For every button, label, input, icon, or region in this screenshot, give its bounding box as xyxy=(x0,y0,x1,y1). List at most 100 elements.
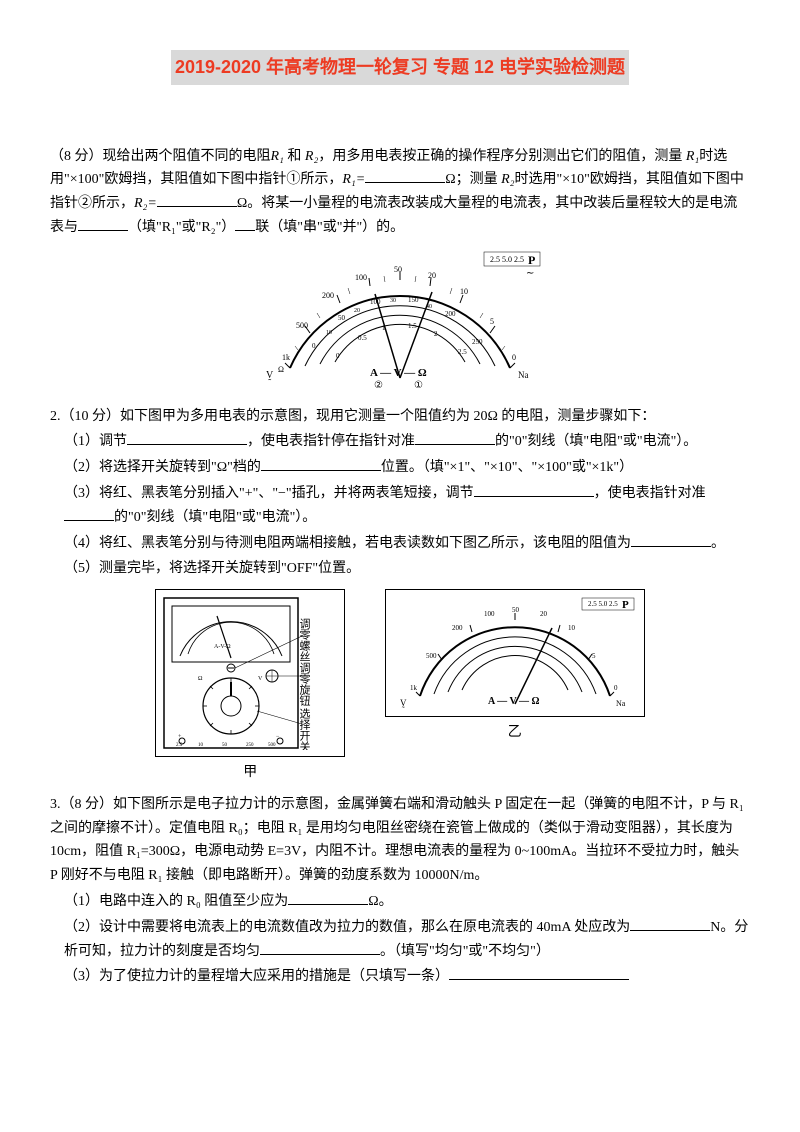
svg-text:Na: Na xyxy=(518,370,529,380)
svg-text:500: 500 xyxy=(296,321,308,330)
var-r2: R₂ xyxy=(501,172,514,187)
text: （1）电路中连入的 R₀ 阻值至少应为 xyxy=(64,894,288,909)
svg-text:10: 10 xyxy=(460,287,468,296)
blank-input[interactable] xyxy=(449,966,629,980)
svg-text:100: 100 xyxy=(355,273,367,282)
text: 和 xyxy=(284,149,305,164)
page-title: 2019-2020 年高考物理一轮复习 专题 12 电学实验检测题 xyxy=(171,50,629,85)
text: 的"0"刻线（填"电阻"或"电流"）。 xyxy=(114,510,316,525)
svg-text:100: 100 xyxy=(370,298,381,306)
blank-input[interactable] xyxy=(235,217,255,231)
blank-input[interactable] xyxy=(260,941,380,955)
svg-text:100: 100 xyxy=(484,610,495,618)
text: Ω。 xyxy=(368,894,392,909)
svg-text:V̰: V̰ xyxy=(400,698,407,708)
svg-text:0: 0 xyxy=(512,353,516,362)
svg-text:500: 500 xyxy=(426,652,437,660)
var-r2-eq: R₂= xyxy=(134,196,157,211)
q1-text: （8 分）现给出两个阻值不同的电阻R₁ 和 R₂，用多用电表按正确的操作程序分别… xyxy=(50,145,750,240)
svg-text:1.5: 1.5 xyxy=(408,322,417,330)
svg-text:5: 5 xyxy=(592,652,596,660)
q2-step1: （1）调节，使电表指针停在指针对准的"0"刻线（填"电阻"或"电流"）。 xyxy=(50,430,750,454)
device-jia: A-V-Ω Ω V xyxy=(155,589,345,785)
svg-text:调零螺丝: 调零螺丝 xyxy=(298,618,311,662)
multimeter-device-icon: A-V-Ω Ω V xyxy=(162,596,338,750)
blank-input[interactable] xyxy=(157,193,237,207)
svg-text:②: ② xyxy=(374,380,383,388)
var-r1-eq: R₁= xyxy=(342,172,365,187)
svg-text:P: P xyxy=(528,253,535,267)
text: （3）将红、黑表笔分别插入"+"、"−"插孔，并将两表笔短接，调节 xyxy=(64,486,474,501)
q2-step3: （3）将红、黑表笔分别插入"+"、"−"插孔，并将两表笔短接，调节 ，使电表指针对… xyxy=(50,482,750,530)
text: （填"R₁"或"R₂"） xyxy=(128,220,235,235)
text: ，用多用电表按正确的操作程序分别测出它们的阻值，测量 xyxy=(318,149,686,164)
blank-input[interactable] xyxy=(64,507,114,521)
text: Ω；测量 xyxy=(445,172,497,187)
q3-step1: （1）电路中连入的 R₀ 阻值至少应为 Ω。 xyxy=(50,890,750,914)
q3-head: 3.（8 分）如下图所示是电子拉力计的示意图，金属弹簧右端和滑动触头 P 固定在… xyxy=(50,793,750,888)
svg-text:2.5: 2.5 xyxy=(458,348,467,356)
caption-yi: 乙 xyxy=(385,721,645,745)
blank-input[interactable] xyxy=(127,431,247,445)
svg-text:50: 50 xyxy=(512,606,520,614)
text: 。 xyxy=(711,536,725,551)
device-figures: A-V-Ω Ω V xyxy=(50,589,750,785)
text: （2）设计中需要将电流表上的电流数值改为拉力的数值，那么在原电流表的 40mA … xyxy=(64,920,630,935)
q2-step2: （2）将选择开关旋转到"Ω"档的位置。（填"×1"、"×10"、"×100"或"… xyxy=(50,456,750,480)
multimeter-dial-icon: 1k 500 200 100 50 20 10 5 0 0 50 100 150… xyxy=(250,248,550,388)
q3-step3: （3）为了使拉力计的量程增大应采用的措施是（只填写一条） xyxy=(50,965,750,989)
svg-text:200: 200 xyxy=(445,310,456,318)
q2-step5: （5）测量完毕，将选择开关旋转到"OFF"位置。 xyxy=(50,557,750,581)
svg-text:①: ① xyxy=(414,380,423,388)
svg-text:500: 500 xyxy=(268,743,276,748)
svg-text:2: 2 xyxy=(434,330,438,338)
svg-text:Ω: Ω xyxy=(198,676,203,682)
svg-text:0: 0 xyxy=(312,342,316,350)
var-r2: R₂ xyxy=(305,149,318,164)
svg-text:2.5: 2.5 xyxy=(176,743,183,748)
text: ，使电表指针停在指针对准 xyxy=(247,434,415,449)
multimeter-figure: 1k 500 200 100 50 20 10 5 0 0 50 100 150… xyxy=(50,248,750,397)
text: 联（填"串"或"并"）的。 xyxy=(255,220,404,235)
svg-text:20: 20 xyxy=(540,610,548,618)
title-wrap: 2019-2020 年高考物理一轮复习 专题 12 电学实验检测题 xyxy=(50,50,750,115)
svg-text:0.5: 0.5 xyxy=(358,334,367,342)
svg-text:1k: 1k xyxy=(410,684,418,692)
svg-text:P: P xyxy=(622,599,629,611)
svg-text:∼: ∼ xyxy=(526,268,534,279)
svg-text:150: 150 xyxy=(408,296,419,304)
svg-text:选择开关: 选择开关 xyxy=(298,708,311,750)
svg-text:1k: 1k xyxy=(282,353,290,362)
blank-input[interactable] xyxy=(474,483,594,497)
blank-input[interactable] xyxy=(365,169,445,183)
svg-text:V̰: V̰ xyxy=(266,370,274,381)
caption-jia: 甲 xyxy=(155,761,345,785)
svg-text:200: 200 xyxy=(322,291,334,300)
question-2: 2.（10 分）如下图甲为多用电表的示意图，现用它测量一个阻值约为 20Ω 的电… xyxy=(50,405,750,582)
svg-text:30: 30 xyxy=(390,298,396,304)
text: （2）将选择开关旋转到"Ω"档的 xyxy=(64,460,261,475)
text: （1）调节 xyxy=(64,434,127,449)
text: （3）为了使拉力计的量程增大应采用的措施是（只填写一条） xyxy=(64,969,449,984)
svg-text:200: 200 xyxy=(452,624,463,632)
var-r1: R₁ xyxy=(686,149,699,164)
svg-text:50: 50 xyxy=(222,743,228,748)
svg-text:调零旋钮: 调零旋钮 xyxy=(298,662,311,707)
svg-text:0: 0 xyxy=(614,684,618,692)
blank-input[interactable] xyxy=(631,533,711,547)
svg-text:10: 10 xyxy=(568,624,576,632)
svg-text:10: 10 xyxy=(198,743,204,748)
svg-text:10: 10 xyxy=(326,330,332,336)
q1-prefix: （8 分）现给出两个阻值不同的电阻 xyxy=(50,149,271,164)
blank-input[interactable] xyxy=(288,891,368,905)
blank-input[interactable] xyxy=(630,917,710,931)
blank-input[interactable] xyxy=(415,431,495,445)
svg-text:A — V — Ω: A — V — Ω xyxy=(370,367,427,379)
q2-step4: （4）将红、黑表笔分别与待测电阻两端相接触，若电表读数如下图乙所示，该电阻的阻值… xyxy=(50,532,750,556)
svg-text:0: 0 xyxy=(336,352,340,360)
svg-text:Ω: Ω xyxy=(278,365,284,374)
svg-text:20: 20 xyxy=(428,271,436,280)
text: ，使电表指针对准 xyxy=(594,486,706,501)
blank-input[interactable] xyxy=(78,217,128,231)
blank-input[interactable] xyxy=(261,457,381,471)
